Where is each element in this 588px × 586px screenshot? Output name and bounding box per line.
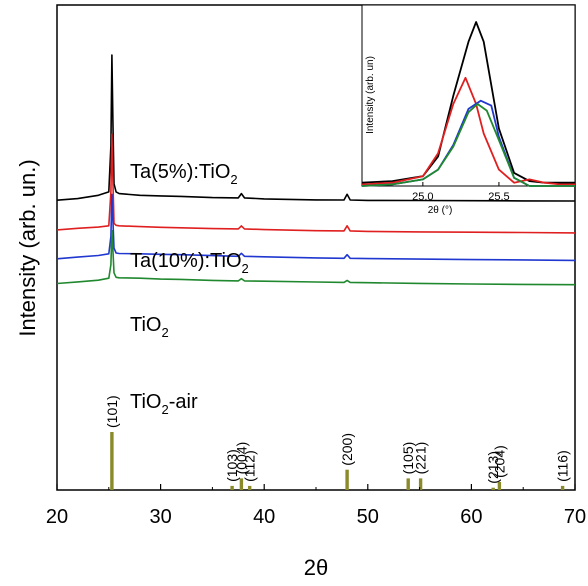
x-axis-label: 2θ bbox=[304, 555, 328, 580]
ref-peak-label-9: (116) bbox=[555, 450, 571, 482]
series-line-1 bbox=[56, 133, 576, 234]
inset-x-axis-label: 2θ (°) bbox=[428, 205, 453, 216]
inset-series-line-1 bbox=[361, 76, 575, 186]
ref-peak-bar-0 bbox=[110, 432, 114, 490]
inset-x-tick-label-0: 25.0 bbox=[412, 191, 433, 203]
ref-peak-bar-4 bbox=[345, 469, 349, 490]
ref-peak-label-3: (112) bbox=[242, 450, 258, 482]
x-tick-label-3: 50 bbox=[357, 506, 379, 528]
ref-peak-label-2: (004) bbox=[233, 442, 249, 475]
x-tick-label-1: 30 bbox=[149, 506, 171, 528]
inset-series-line-3 bbox=[361, 103, 575, 187]
ref-peak-bar-3 bbox=[248, 485, 252, 490]
series-label-1: Ta(10%):TiO2 bbox=[130, 250, 249, 276]
x-axis-ticks: 20 30 40 50 60 70 bbox=[46, 484, 586, 528]
inset-series bbox=[361, 21, 575, 187]
series-label-0: Ta(5%):TiO2 bbox=[130, 161, 238, 187]
inset-x-tick-label-1: 25.5 bbox=[488, 191, 509, 203]
ref-peak-bar-9 bbox=[560, 485, 565, 490]
series-labels: Ta(5%):TiO2 Ta(10%):TiO2 TiO2 TiO2-air bbox=[130, 161, 249, 417]
inset-frame bbox=[361, 4, 576, 187]
series-label-3: TiO2-air bbox=[130, 391, 198, 417]
x-tick-label-5: 70 bbox=[564, 506, 586, 528]
ref-peak-bar-8 bbox=[497, 481, 502, 490]
ref-peak-bar-5 bbox=[406, 478, 410, 490]
ref-peak-label-4: (200) bbox=[339, 433, 355, 466]
x-tick-label-0: 20 bbox=[46, 506, 68, 528]
inset-x-ticks: 25.0 25.5 bbox=[412, 182, 510, 203]
series-line-2 bbox=[56, 193, 576, 262]
ref-peak-label-6: (221) bbox=[413, 442, 429, 475]
inset-chart: 25.0 25.5 2θ (°) Intensity (arb. un) bbox=[361, 4, 576, 216]
reference-peaks: (101) (103)(004)(112) (200) (105)(221) (213)… bbox=[104, 395, 571, 490]
x-tick-label-4: 60 bbox=[460, 506, 482, 528]
x-tick-label-2: 40 bbox=[253, 506, 275, 528]
main-series bbox=[56, 54, 576, 286]
ref-peak-label-0: (101) bbox=[104, 395, 120, 428]
ref-peak-label-8: (204) bbox=[491, 445, 507, 478]
series-label-2: TiO2 bbox=[130, 314, 169, 340]
ref-peak-label-1: (103) bbox=[224, 449, 240, 482]
ref-peak-label-5: (105) bbox=[400, 442, 416, 475]
series-line-0 bbox=[56, 54, 576, 202]
ref-peak-bar-6 bbox=[418, 478, 423, 490]
ref-peak-bar-7 bbox=[491, 487, 495, 490]
y-axis-label: Intensity (arb. un.) bbox=[15, 159, 40, 336]
ref-peak-bar-1 bbox=[230, 485, 234, 490]
inset-y-axis-label: Intensity (arb. un) bbox=[365, 56, 376, 134]
ref-peak-bar-2 bbox=[239, 478, 244, 490]
ref-peak-label-7: (213) bbox=[485, 451, 501, 484]
series-line-3 bbox=[56, 229, 576, 286]
